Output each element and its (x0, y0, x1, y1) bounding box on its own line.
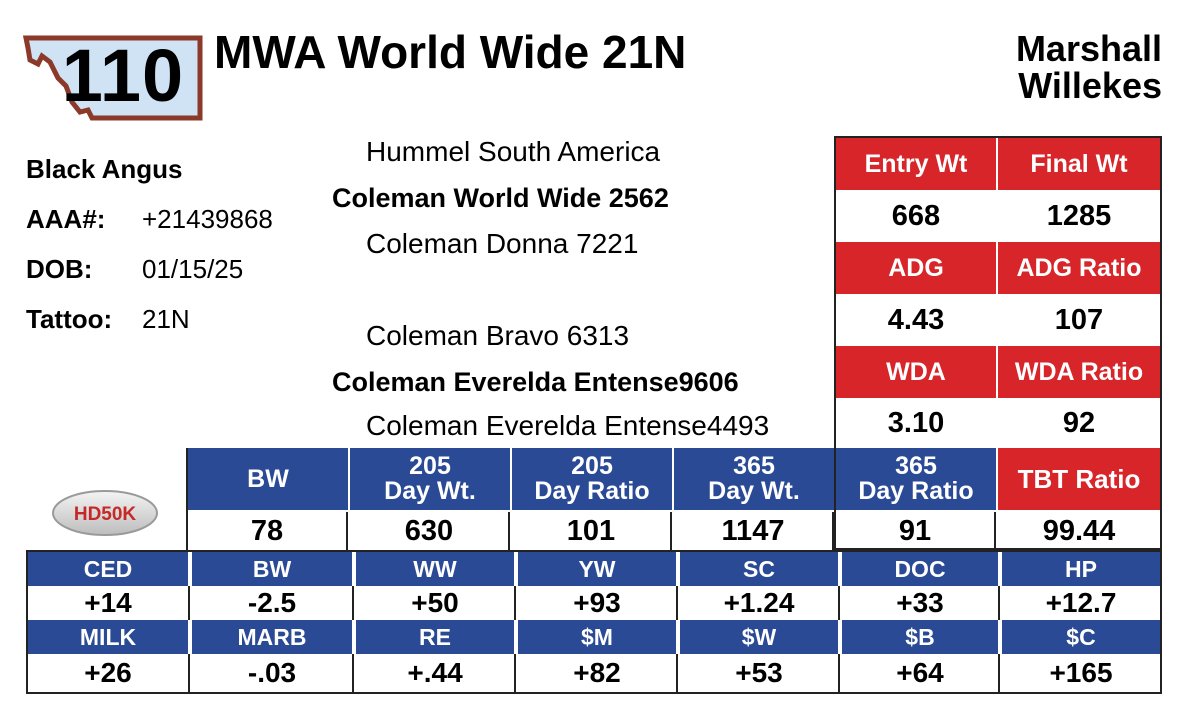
aaa-value: +21439868 (142, 204, 273, 234)
epd-header-dollar-c: $C (1002, 620, 1160, 654)
adg-header: ADG (836, 242, 996, 294)
epd-value-ww: +50 (356, 586, 516, 620)
epd-value-yw: +93 (518, 586, 678, 620)
365-day-ratio-header: 365 Day Ratio (836, 448, 996, 510)
hd50k-logo: HD50K (52, 490, 158, 536)
epd-table (26, 550, 1162, 694)
epd-header-dollar-b: $B (842, 620, 1000, 654)
weights-frame (186, 448, 836, 550)
epd-value-re: +.44 (356, 654, 516, 692)
tattoo-value: 21N (142, 304, 190, 334)
wda-ratio-value: 92 (998, 398, 1160, 448)
205-day-wt-value: 630 (350, 512, 510, 550)
365-day-wt-header: 365 Day Wt. (674, 448, 834, 510)
365-day-wt-value: 1147 (674, 512, 834, 550)
pedigree-dam-sire: Coleman Bravo 6313 (366, 320, 630, 351)
epd-value-milk: +26 (28, 654, 190, 692)
pedigree-sire-dam: Coleman Donna 7221 (366, 228, 639, 259)
bw-value: 78 (188, 512, 348, 550)
epd-header-milk: MILK (28, 620, 190, 654)
hd50k-logo-text: HD50K (74, 504, 137, 525)
epd-header-bw: BW (192, 552, 354, 586)
adg-ratio-header: ADG Ratio (998, 242, 1160, 294)
aaa-label: AAA#: (26, 204, 106, 234)
epd-header-marb: MARB (192, 620, 354, 654)
365-day-ratio-value: 91 (836, 512, 996, 550)
owner-first-name: Marshall (1015, 28, 1162, 69)
205-day-ratio-value: 101 (512, 512, 672, 550)
entry-wt-value: 668 (836, 190, 996, 242)
bw-header: BW (188, 448, 348, 510)
adg-value: 4.43 (836, 294, 996, 346)
wda-ratio-header: WDA Ratio (998, 346, 1160, 398)
205-day-wt-header: 205 Day Wt. (350, 448, 510, 510)
epd-value-dollar-b: +64 (842, 654, 1000, 692)
owner-name: Marshall Willekes (1016, 30, 1162, 104)
final-wt-header: Final Wt (998, 138, 1160, 190)
montana-state-badge (22, 35, 203, 121)
pedigree-dam: Coleman Everelda Entense9606 (332, 367, 739, 397)
pedigree-sire-sire: Hummel South America (366, 136, 661, 167)
epd-header-sc: SC (680, 552, 840, 586)
lot-number: 110 (61, 34, 185, 117)
performance-table-frame (834, 136, 1162, 550)
epd-value-ced: +14 (28, 586, 190, 620)
tbt-ratio-header: TBT Ratio (998, 448, 1160, 510)
epd-header-re: RE (356, 620, 516, 654)
final-wt-value: 1285 (998, 190, 1160, 242)
epd-header-ced: CED (28, 552, 190, 586)
wda-header: WDA (836, 346, 996, 398)
pedigree-dam-dam: Coleman Everelda Entense4493 (366, 410, 770, 441)
entry-wt-header: Entry Wt (836, 138, 996, 190)
epd-header-ww: WW (356, 552, 516, 586)
epd-value-dollar-w: +53 (680, 654, 840, 692)
epd-header-hp: HP (1002, 552, 1160, 586)
owner-last-name: Willekes (1018, 65, 1162, 106)
epd-header-doc: DOC (842, 552, 1000, 586)
dob-label: DOB: (26, 254, 93, 284)
tbt-ratio-value: 99.44 (998, 512, 1160, 550)
pedigree-sire: Coleman World Wide 2562 (332, 183, 669, 213)
epd-value-bw: -2.5 (192, 586, 354, 620)
epd-header-dollar-w: $W (680, 620, 840, 654)
wda-value: 3.10 (836, 398, 996, 448)
dob-value: 01/15/25 (142, 254, 244, 284)
epd-header-dollar-m: $M (518, 620, 678, 654)
animal-title: MWA World Wide 21N (214, 26, 687, 78)
tattoo-label: Tattoo: (26, 304, 113, 334)
epd-header-yw: YW (518, 552, 678, 586)
adg-ratio-value: 107 (998, 294, 1160, 346)
epd-value-hp: +12.7 (1002, 586, 1160, 620)
breed: Black Angus (26, 154, 183, 184)
epd-value-marb: -.03 (192, 654, 354, 692)
epd-value-sc: +1.24 (680, 586, 840, 620)
205-day-ratio-header: 205 Day Ratio (512, 448, 672, 510)
epd-value-dollar-c: +165 (1002, 654, 1160, 692)
epd-value-doc: +33 (842, 586, 1000, 620)
epd-value-dollar-m: +82 (518, 654, 678, 692)
